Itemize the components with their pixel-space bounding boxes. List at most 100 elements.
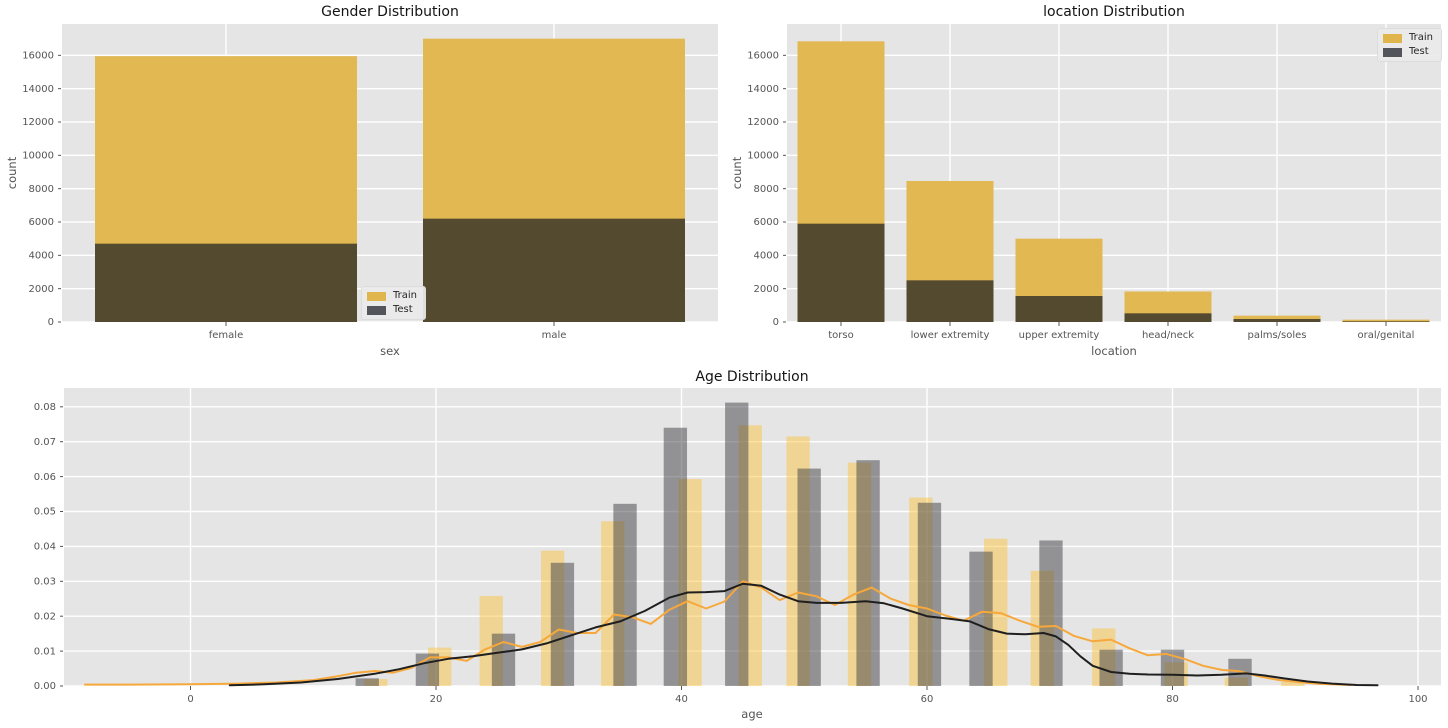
location-y-tick-label: 8000 — [754, 184, 779, 195]
gender-y-axis-label: count — [5, 156, 19, 190]
location-y-tick-label: 4000 — [754, 251, 779, 262]
age-hist-bar-test — [1099, 649, 1123, 686]
location-axis-ticks: 0 2000 4000 6000 8000 10000 12000 14000 16000 tor… — [747, 51, 1414, 341]
age-x-tick-label: 80 — [1166, 694, 1179, 705]
gender-chart-plot: 0 2000 4000 6000 8000 10000 12000 14000 16000 fem… — [22, 24, 718, 341]
legend-swatch-test — [367, 305, 386, 315]
bar-lower extremity-test — [906, 280, 994, 322]
age-kde-test-line — [228, 582, 1379, 687]
bar-female-test — [95, 243, 357, 322]
age-hist-bar-test — [663, 427, 688, 686]
age-x-axis-label: age — [741, 707, 763, 721]
bar-palms/soles-test — [1233, 319, 1321, 322]
gender-y-tick-label: 14000 — [22, 84, 54, 95]
location-y-tick-label: 14000 — [747, 84, 779, 95]
age-x-tick-label: 40 — [675, 694, 688, 705]
bar-oral/genital-test — [1342, 321, 1430, 322]
gender-y-tick-label: 6000 — [29, 217, 54, 228]
age-hist-bar-test — [725, 402, 749, 686]
location-chart-title: location Distribution — [1043, 4, 1185, 20]
location-x-tick-label: oral/genital — [1358, 330, 1415, 341]
age-x-tick-label: 20 — [430, 694, 443, 705]
gender-x-tick-label: female — [209, 330, 243, 341]
gender-y-tick-label: 12000 — [22, 117, 54, 128]
location-chart-legend: Train Test — [1377, 28, 1442, 62]
bar-upper extremity-test — [1015, 296, 1103, 322]
location-y-tick-label: 12000 — [747, 117, 779, 128]
bar-male-test — [423, 218, 685, 322]
location-y-tick-label: 10000 — [747, 151, 779, 162]
age-hist-bar-test — [1160, 649, 1185, 686]
location-y-tick-label: 16000 — [747, 51, 779, 62]
bar-oral/genital-train — [1342, 319, 1430, 322]
location-chart-plot: 0 2000 4000 6000 8000 10000 12000 14000 16000 tor… — [747, 24, 1441, 341]
gender-chart-title: Gender Distribution — [321, 4, 459, 20]
age-hist-bar-test — [355, 678, 379, 686]
age-chart-title: Age Distribution — [695, 369, 809, 385]
legend-label-train: Train — [1409, 32, 1433, 43]
age-hist-bar-test — [613, 503, 637, 686]
legend-item-test: Test — [1383, 47, 1433, 57]
age-hist-bar-test — [550, 562, 575, 686]
location-x-axis-label: location — [1091, 344, 1137, 358]
bar-head/neck-test — [1124, 313, 1212, 322]
age-axis-ticks: 0.00 0.01 0.02 0.03 0.04 0.05 0.06 0.07 0.08 0 20 4… — [34, 402, 1428, 705]
age-hist-bar-train — [1281, 681, 1305, 686]
location-y-tick-label: 6000 — [754, 217, 779, 228]
gender-axis-ticks: 0 2000 4000 6000 8000 10000 12000 14000 16000 fem… — [22, 51, 566, 341]
age-hist-bar-test — [491, 633, 516, 686]
location-x-tick-label: upper extremity — [1019, 330, 1100, 341]
location-y-tick-label: 0 — [773, 317, 779, 328]
age-y-tick-label: 0.02 — [34, 611, 56, 622]
legend-label-test: Test — [393, 304, 413, 315]
location-x-tick-label: torso — [828, 330, 853, 341]
location-x-tick-label: lower extremity — [911, 330, 990, 341]
age-kde-train-line — [83, 580, 1352, 686]
legend-label-test: Test — [1409, 46, 1429, 57]
age-y-tick-label: 0.06 — [34, 472, 56, 483]
bar-torso-test — [797, 223, 885, 322]
age-x-tick-label: 0 — [187, 694, 193, 705]
age-hist-bar-test — [856, 460, 880, 686]
legend-label-train: Train — [393, 290, 417, 301]
legend-item-train: Train — [1383, 33, 1433, 43]
age-panel — [64, 388, 1441, 686]
location-panel — [787, 24, 1441, 322]
bar-palms/soles-train — [1233, 315, 1321, 322]
legend-swatch-train — [1383, 33, 1402, 43]
age-y-tick-label: 0.08 — [34, 402, 56, 413]
gender-y-tick-label: 0 — [48, 317, 54, 328]
legend-swatch-test — [1383, 47, 1402, 57]
age-hist-bar-test — [1039, 540, 1063, 686]
age-hist-bar-test — [797, 468, 821, 686]
gender-y-tick-label: 4000 — [29, 251, 54, 262]
age-y-tick-label: 0.04 — [34, 542, 56, 553]
age-y-tick-label: 0.07 — [34, 437, 56, 448]
gender-x-axis-label: sex — [380, 344, 400, 358]
location-y-axis-label: count — [730, 156, 744, 190]
age-chart-plot: 0.00 0.01 0.02 0.03 0.04 0.05 0.06 0.07 0.08 0 20 4… — [34, 388, 1441, 705]
location-bars — [797, 41, 1430, 322]
legend-item-test: Test — [367, 305, 417, 315]
age-y-tick-label: 0.05 — [34, 507, 56, 518]
legend-item-train: Train — [367, 291, 417, 301]
gender-bars — [95, 38, 685, 323]
age-y-tick-label: 0.01 — [34, 646, 56, 657]
gender-chart-legend: Train Test — [361, 286, 426, 320]
age-y-tick-label: 0.03 — [34, 577, 56, 588]
gender-y-tick-label: 2000 — [29, 284, 54, 295]
age-gridlines — [64, 388, 1441, 687]
age-y-tick-label: 0.00 — [34, 681, 56, 692]
location-x-tick-label: palms/soles — [1247, 330, 1306, 341]
age-hist-bar-test — [969, 551, 993, 686]
location-y-tick-label: 2000 — [754, 284, 779, 295]
location-x-tick-label: head/neck — [1142, 330, 1194, 341]
age-x-tick-label: 100 — [1408, 694, 1427, 705]
gender-y-tick-label: 10000 — [22, 151, 54, 162]
age-x-tick-label: 60 — [921, 694, 934, 705]
age-hist-test-bars — [355, 402, 1252, 686]
age-hist-bar-test — [917, 502, 942, 686]
legend-swatch-train — [367, 291, 386, 301]
